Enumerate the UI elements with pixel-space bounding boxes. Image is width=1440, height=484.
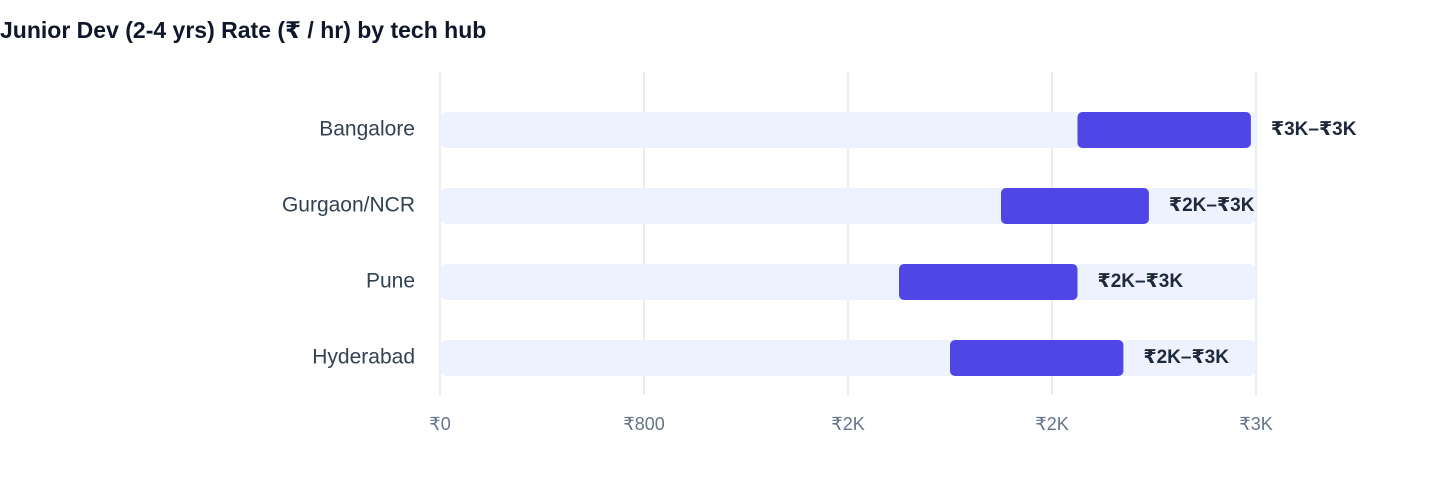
category-label: Bangalore [319,118,415,141]
value-label: ₹2K–₹3K [1143,347,1229,368]
category-label: Hyderabad [312,346,415,369]
x-tick-label: ₹2K [831,414,864,434]
bar [1001,188,1149,224]
value-label: ₹2K–₹3K [1098,271,1184,292]
category-label: Gurgaon/NCR [282,194,415,217]
value-label: ₹3K–₹3K [1271,119,1357,140]
x-tick-label: ₹800 [623,414,664,434]
value-label: ₹2K–₹3K [1169,195,1255,216]
x-tick-label: ₹2K [1035,414,1068,434]
bar [899,264,1078,300]
track [440,112,1256,148]
x-tick-label: ₹3K [1239,414,1272,434]
bar [1077,112,1251,148]
x-tick-label: ₹0 [429,414,450,434]
bar [950,340,1124,376]
chart-title: Junior Dev (2-4 yrs) Rate (₹ / hr) by te… [0,17,486,43]
track [440,340,1256,376]
category-label: Pune [366,270,415,293]
